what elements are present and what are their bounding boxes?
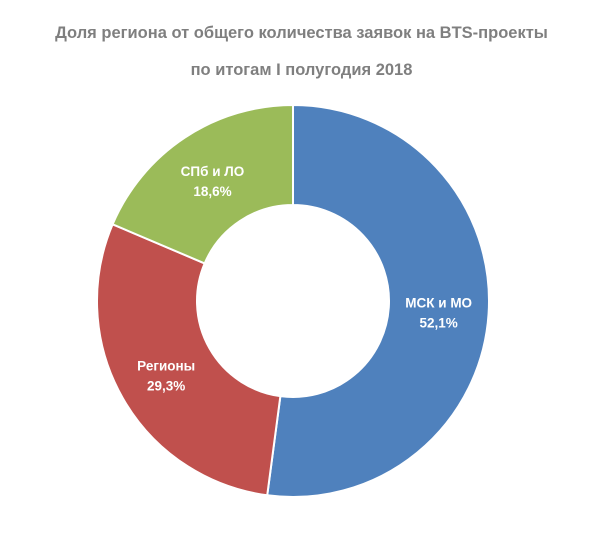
slice-name-1: МСК и МО bbox=[405, 296, 472, 311]
slice-value-2: 29,3% bbox=[147, 378, 185, 393]
slice-label-2: Регионы 29,3% bbox=[137, 358, 195, 393]
slice-label-3: СПб и ЛО 18,6% bbox=[181, 164, 245, 199]
slice-3 bbox=[111, 103, 294, 265]
chart-title-line-1: Доля региона от общего количества заявок… bbox=[55, 24, 548, 42]
slice-2 bbox=[96, 222, 282, 497]
slice-name-2: Регионы bbox=[137, 358, 195, 373]
chart-title-line-2: по итогам I полугодия 2018 bbox=[190, 61, 413, 79]
slice-value-1: 52,1% bbox=[420, 316, 458, 331]
slice-label-1: МСК и МО 52,1% bbox=[405, 296, 472, 331]
slice-name-3: СПб и ЛО bbox=[181, 164, 245, 179]
slice-1 bbox=[266, 103, 490, 498]
slice-value-3: 18,6% bbox=[193, 184, 231, 199]
